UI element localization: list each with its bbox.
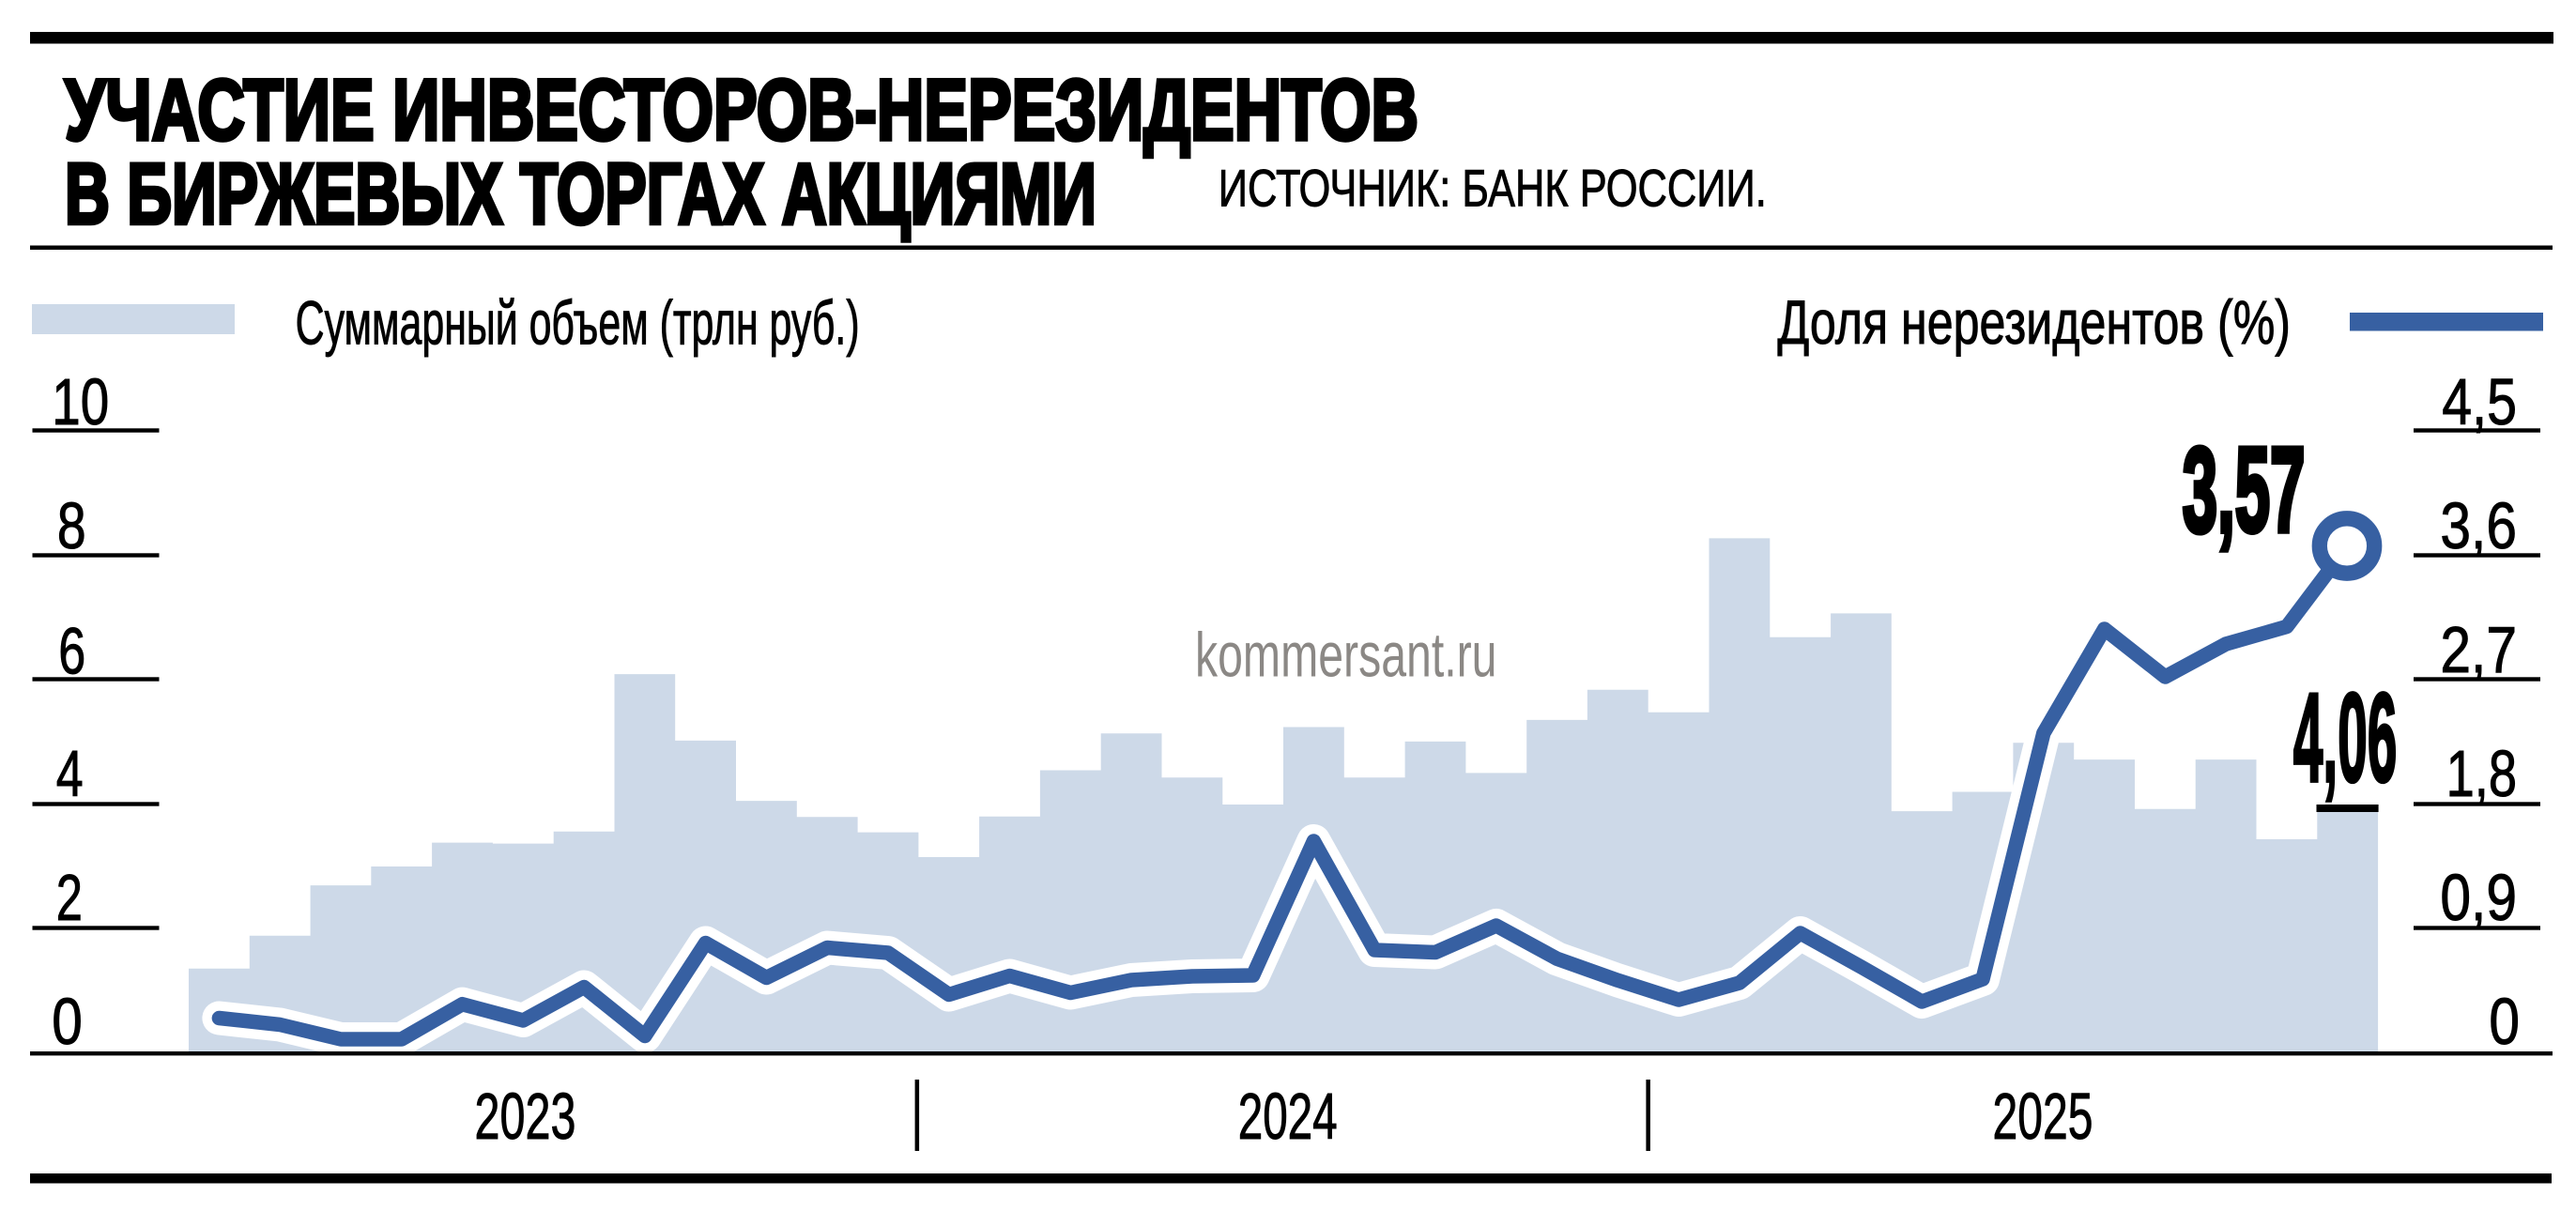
svg-text:0: 0 bbox=[52, 985, 83, 1058]
svg-text:8: 8 bbox=[57, 489, 86, 562]
svg-text:2023: 2023 bbox=[475, 1080, 576, 1153]
svg-text:ИСТОЧНИК: БАНК РОССИИ.: ИСТОЧНИК: БАНК РОССИИ. bbox=[1219, 159, 1767, 218]
svg-text:6: 6 bbox=[58, 614, 85, 687]
svg-text:В БИРЖЕВЫХ ТОРГАХ АКЦИЯМИ: В БИРЖЕВЫХ ТОРГАХ АКЦИЯМИ bbox=[65, 146, 1096, 242]
svg-text:10: 10 bbox=[52, 365, 109, 438]
svg-text:1,8: 1,8 bbox=[2446, 737, 2517, 810]
svg-text:2025: 2025 bbox=[1993, 1080, 2093, 1153]
svg-text:0,9: 0,9 bbox=[2440, 861, 2517, 934]
svg-text:УЧАСТИЕ ИНВЕСТОРОВ-НЕРЕЗИДЕНТО: УЧАСТИЕ ИНВЕСТОРОВ-НЕРЕЗИДЕНТОВ bbox=[65, 63, 1418, 159]
svg-text:Доля нерезидентов (%): Доля нерезидентов (%) bbox=[1777, 287, 2291, 357]
svg-text:4,06: 4,06 bbox=[2293, 667, 2398, 808]
svg-text:2024: 2024 bbox=[1238, 1080, 1338, 1153]
svg-text:3,6: 3,6 bbox=[2440, 489, 2517, 562]
svg-text:Суммарный объем (трлн руб.): Суммарный объем (трлн руб.) bbox=[296, 287, 860, 357]
svg-text:3,57: 3,57 bbox=[2183, 423, 2306, 558]
svg-text:2: 2 bbox=[56, 861, 83, 934]
svg-text:2,7: 2,7 bbox=[2440, 613, 2517, 686]
svg-text:4: 4 bbox=[56, 737, 84, 810]
svg-text:4,5: 4,5 bbox=[2442, 365, 2517, 438]
svg-text:kommersant.ru: kommersant.ru bbox=[1195, 620, 1497, 690]
svg-text:0: 0 bbox=[2489, 985, 2520, 1058]
